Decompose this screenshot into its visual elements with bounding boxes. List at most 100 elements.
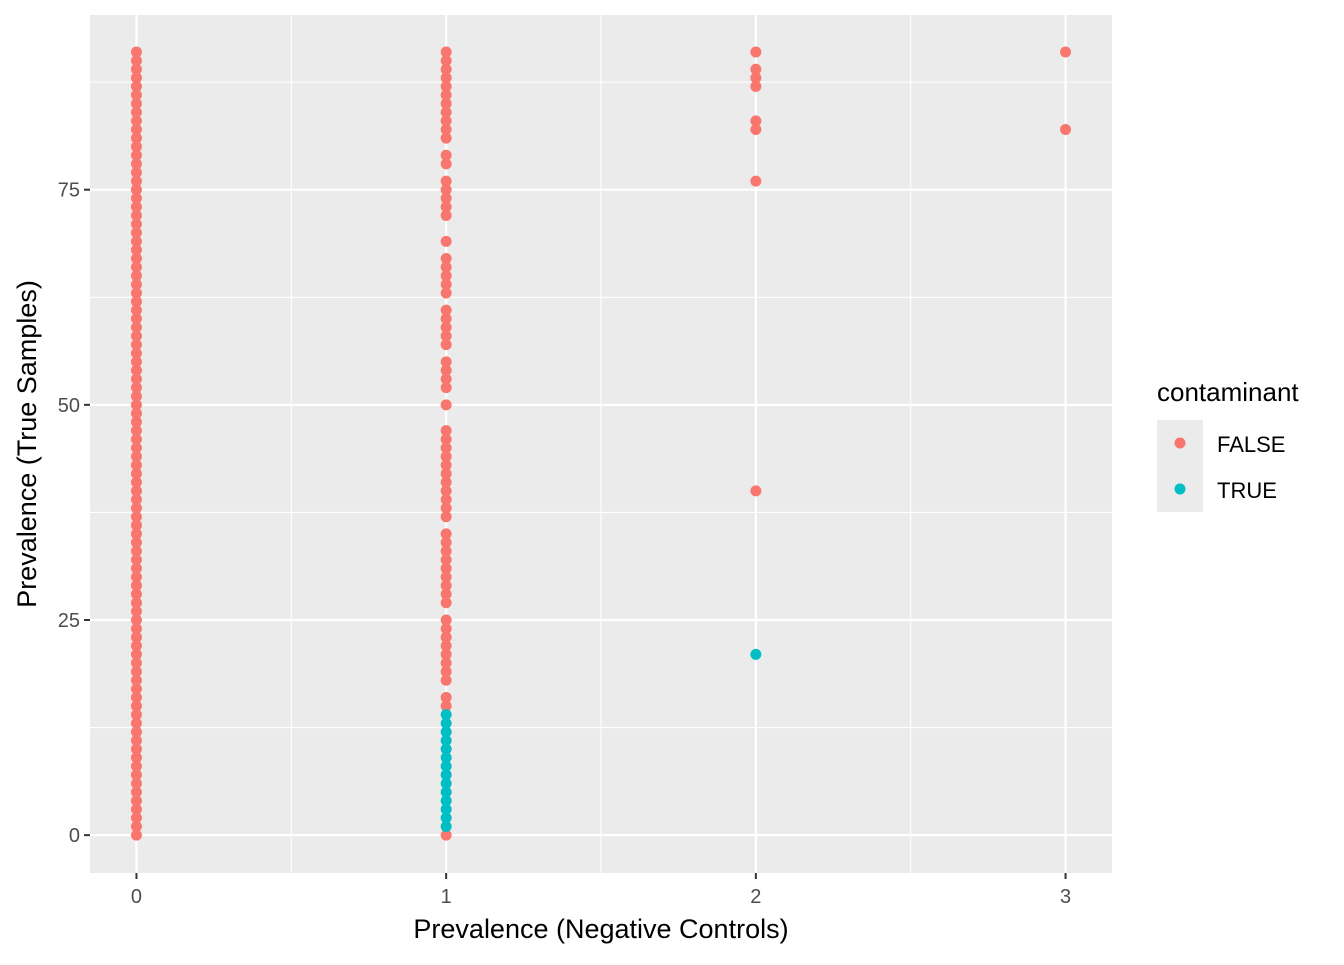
data-point-false bbox=[1060, 46, 1072, 58]
data-point-false bbox=[130, 580, 142, 592]
y-tick-label: 50 bbox=[58, 395, 80, 417]
data-point-false bbox=[130, 631, 142, 643]
data-point-false bbox=[130, 734, 142, 746]
data-point-false bbox=[130, 149, 142, 161]
x-tick-label: 0 bbox=[131, 886, 142, 908]
data-point-false bbox=[750, 63, 762, 75]
data-point-false bbox=[440, 691, 452, 703]
data-point-false bbox=[130, 425, 142, 437]
data-point-false bbox=[130, 554, 142, 566]
data-point-false bbox=[130, 433, 142, 445]
legend: contaminant FALSE TRUE bbox=[1157, 377, 1299, 512]
data-point-false bbox=[440, 597, 452, 609]
data-point-false bbox=[130, 588, 142, 600]
data-point-false bbox=[440, 304, 452, 316]
data-point-false bbox=[1060, 123, 1072, 135]
data-point-false bbox=[440, 433, 452, 445]
data-point-false bbox=[130, 382, 142, 394]
data-point-false bbox=[440, 537, 452, 549]
data-point-false bbox=[130, 752, 142, 764]
data-point-false bbox=[130, 278, 142, 290]
data-point-false bbox=[440, 442, 452, 454]
data-point-false bbox=[440, 425, 452, 437]
data-point-false bbox=[130, 726, 142, 738]
data-point-false bbox=[440, 399, 452, 411]
data-point-false bbox=[440, 235, 452, 247]
data-point-false bbox=[130, 545, 142, 557]
legend-title: contaminant bbox=[1157, 377, 1299, 407]
data-point-false bbox=[130, 829, 142, 841]
data-point-false bbox=[440, 253, 452, 265]
data-point-false bbox=[440, 571, 452, 583]
data-point-false bbox=[130, 416, 142, 428]
data-point-false bbox=[130, 347, 142, 359]
data-point-false bbox=[130, 201, 142, 213]
data-point-false bbox=[440, 648, 452, 660]
data-point-false bbox=[750, 115, 762, 127]
data-point-false bbox=[130, 485, 142, 497]
data-point-false bbox=[130, 210, 142, 222]
data-point-false bbox=[440, 330, 452, 342]
data-point-false bbox=[440, 373, 452, 385]
x-tick-label: 1 bbox=[441, 886, 452, 908]
data-point-true bbox=[440, 717, 452, 729]
data-point-false bbox=[130, 158, 142, 170]
data-point-false bbox=[130, 373, 142, 385]
data-point-false bbox=[440, 278, 452, 290]
data-point-false bbox=[440, 321, 452, 333]
data-point-false bbox=[130, 80, 142, 92]
data-point-false bbox=[440, 666, 452, 678]
data-point-false bbox=[130, 562, 142, 574]
data-point-false bbox=[440, 674, 452, 686]
data-point-false bbox=[440, 623, 452, 635]
data-point-true bbox=[440, 803, 452, 815]
data-point-false bbox=[130, 123, 142, 135]
y-tick-label: 75 bbox=[58, 180, 80, 202]
data-point-false bbox=[440, 364, 452, 376]
data-point-false bbox=[440, 468, 452, 480]
data-point-false bbox=[130, 795, 142, 807]
data-point-false bbox=[440, 339, 452, 351]
data-point-false bbox=[440, 89, 452, 101]
data-point-false bbox=[130, 450, 142, 462]
data-point-false bbox=[440, 511, 452, 523]
data-point-false bbox=[440, 554, 452, 566]
data-point-false bbox=[440, 562, 452, 574]
data-point-false bbox=[440, 580, 452, 592]
data-point-true bbox=[750, 648, 762, 660]
data-point-false bbox=[130, 537, 142, 549]
data-point-false bbox=[130, 442, 142, 454]
data-point-true bbox=[440, 821, 452, 833]
data-point-true bbox=[440, 709, 452, 721]
data-point-true bbox=[440, 752, 452, 764]
data-point-false bbox=[130, 803, 142, 815]
data-point-false bbox=[440, 115, 452, 127]
data-point-false bbox=[130, 132, 142, 144]
legend-key-true bbox=[1174, 483, 1186, 495]
data-point-false bbox=[130, 407, 142, 419]
data-point-false bbox=[130, 235, 142, 247]
x-tick-label: 2 bbox=[750, 886, 761, 908]
data-point-false bbox=[130, 683, 142, 695]
data-point-false bbox=[130, 812, 142, 824]
data-point-false bbox=[130, 760, 142, 772]
data-point-false bbox=[440, 210, 452, 222]
data-point-false bbox=[440, 356, 452, 368]
data-point-false bbox=[130, 476, 142, 488]
data-point-true bbox=[440, 769, 452, 781]
data-point-false bbox=[440, 631, 452, 643]
data-point-false bbox=[130, 528, 142, 540]
data-point-false bbox=[130, 519, 142, 531]
data-point-false bbox=[440, 502, 452, 514]
data-point-false bbox=[130, 296, 142, 308]
data-point-false bbox=[130, 691, 142, 703]
data-point-false bbox=[440, 123, 452, 135]
data-point-false bbox=[130, 166, 142, 178]
data-point-false bbox=[130, 270, 142, 282]
data-point-false bbox=[440, 192, 452, 204]
data-point-false bbox=[440, 63, 452, 75]
data-point-false bbox=[130, 106, 142, 118]
data-point-false bbox=[130, 700, 142, 712]
data-point-false bbox=[440, 450, 452, 462]
data-point-false bbox=[130, 743, 142, 755]
